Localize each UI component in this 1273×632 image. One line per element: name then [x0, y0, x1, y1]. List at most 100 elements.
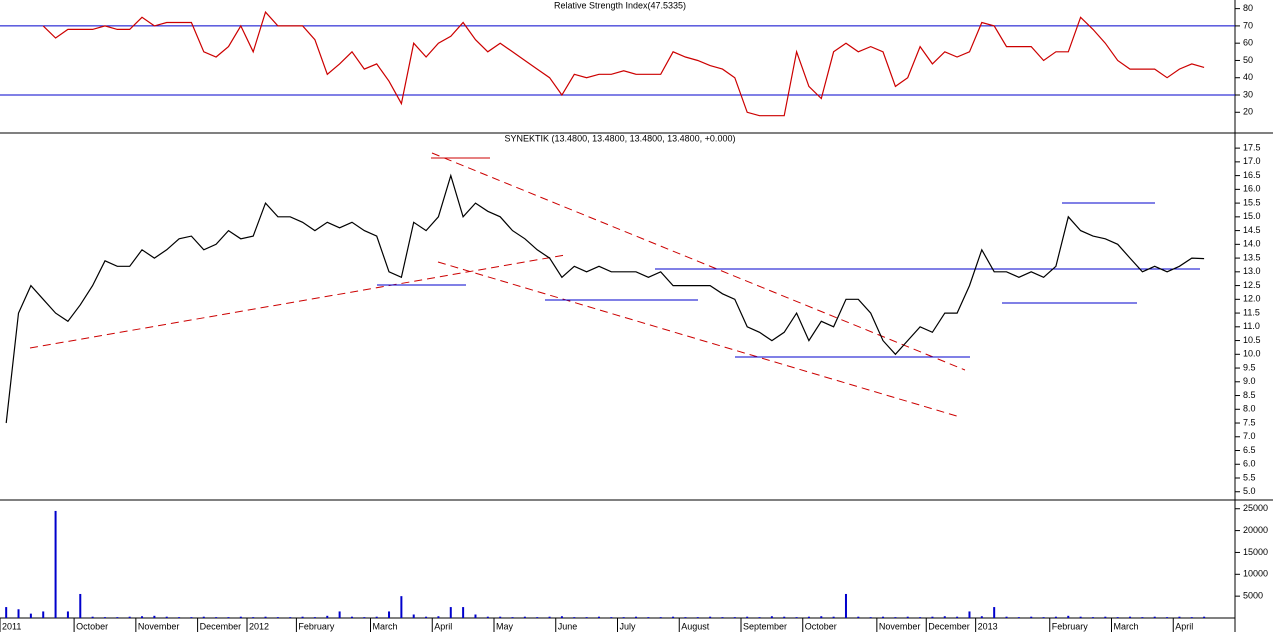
trend-line — [431, 152, 966, 371]
volume-bar — [1104, 616, 1107, 618]
x-tick-label: March — [373, 621, 398, 631]
y-tick-label: 11.5 — [1243, 307, 1260, 317]
volume-bar — [1017, 617, 1020, 618]
volume-bar — [499, 616, 502, 618]
volume-bar — [1116, 617, 1119, 618]
volume-bar — [993, 607, 996, 618]
y-tick-label: 8.5 — [1243, 390, 1256, 400]
volume-bar — [659, 617, 662, 618]
x-tick-label: April — [434, 621, 452, 631]
volume-bar — [597, 616, 600, 618]
volume-bar — [289, 617, 292, 618]
x-tick-label: June — [558, 621, 578, 631]
x-tick-label: December — [200, 621, 242, 631]
volume-bar — [943, 616, 946, 618]
y-tick-label: 40 — [1243, 72, 1253, 82]
y-tick-label: 80 — [1243, 3, 1253, 13]
volume-bar — [807, 616, 810, 618]
volume-bar — [795, 617, 798, 618]
x-tick-label: February — [298, 621, 335, 631]
volume-bar — [153, 615, 156, 618]
x-tick-label: April — [1175, 621, 1193, 631]
volume-bar — [5, 607, 8, 618]
volume-bar — [696, 617, 699, 618]
volume-bar — [227, 617, 230, 618]
y-tick-label: 10.0 — [1243, 349, 1261, 359]
series-line — [5, 173, 1205, 424]
y-tick-label: 12.0 — [1243, 294, 1261, 304]
volume-bar — [746, 616, 749, 618]
volume-bar — [326, 615, 329, 618]
volume-bar — [54, 510, 57, 618]
volume-bar — [523, 616, 526, 618]
volume-bar — [116, 617, 119, 618]
y-tick-label: 13.5 — [1243, 252, 1261, 262]
volume-bar — [820, 616, 823, 618]
volume-bar — [400, 596, 403, 618]
volume-bar — [1153, 616, 1156, 618]
x-tick-label: November — [138, 621, 180, 631]
volume-bar — [1030, 616, 1033, 618]
volume-bar — [844, 593, 847, 618]
volume-bar — [79, 593, 82, 618]
volume-bar — [931, 616, 934, 618]
y-tick-label: 11.0 — [1243, 321, 1260, 331]
y-tick-label: 20 — [1243, 107, 1253, 117]
volume-bar — [672, 616, 675, 618]
y-tick-label: 10000 — [1243, 569, 1268, 579]
y-tick-label: 7.5 — [1243, 417, 1256, 427]
volume-bar — [635, 616, 638, 618]
x-tick-label: 2013 — [978, 621, 998, 631]
y-tick-label: 8.0 — [1243, 404, 1256, 414]
volume-bar — [647, 617, 650, 618]
volume-bar — [313, 617, 316, 618]
y-tick-label: 15000 — [1243, 547, 1268, 557]
volume-bar — [622, 617, 625, 618]
x-tick-label: 2011 — [2, 621, 21, 631]
y-tick-label: 15.0 — [1243, 211, 1261, 221]
volume-bar — [165, 616, 168, 618]
volume-bar — [980, 616, 983, 618]
y-tick-label: 5.5 — [1243, 472, 1256, 482]
volume-bar — [560, 616, 563, 618]
volume-bar — [968, 611, 971, 618]
x-tick-label: February — [1052, 621, 1089, 631]
volume-bar — [709, 616, 712, 618]
volume-bar — [301, 616, 304, 618]
volume-bar — [141, 616, 144, 618]
volume-bar — [17, 609, 20, 618]
x-tick-label: November — [879, 621, 921, 631]
y-tick-label: 60 — [1243, 38, 1253, 48]
x-tick-label: 2012 — [249, 621, 269, 631]
volume-bar — [425, 616, 428, 618]
volume-bar — [66, 611, 69, 618]
y-tick-label: 12.5 — [1243, 280, 1261, 290]
y-tick-label: 6.0 — [1243, 459, 1256, 469]
volume-bar — [536, 617, 539, 618]
volume-bar — [1079, 616, 1082, 618]
volume-bar — [449, 607, 452, 618]
y-tick-label: 16.5 — [1243, 170, 1261, 180]
x-tick-label: May — [496, 621, 514, 631]
y-tick-label: 5.0 — [1243, 486, 1256, 496]
volume-bar — [573, 617, 576, 618]
x-tick-label: October — [76, 621, 108, 631]
volume-bar — [375, 616, 378, 618]
x-tick-label: July — [620, 621, 637, 631]
volume-bar — [128, 616, 131, 618]
volume-bar — [350, 616, 353, 618]
volume-bar — [1054, 616, 1057, 618]
y-tick-label: 9.0 — [1243, 376, 1256, 386]
y-tick-label: 14.0 — [1243, 239, 1261, 249]
volume-bar — [956, 616, 959, 618]
volume-bar — [832, 616, 835, 618]
volume-bar — [758, 617, 761, 618]
price-title: SYNEKTIK (13.4800, 13.4800, 13.4800, 13.… — [505, 133, 736, 143]
y-tick-label: 14.5 — [1243, 225, 1261, 235]
series-line — [42, 10, 1205, 117]
x-tick-label: August — [681, 621, 710, 631]
volume-bar — [733, 617, 736, 618]
volume-bar — [610, 617, 613, 618]
y-tick-label: 70 — [1243, 20, 1253, 30]
volume-bar — [29, 613, 32, 618]
